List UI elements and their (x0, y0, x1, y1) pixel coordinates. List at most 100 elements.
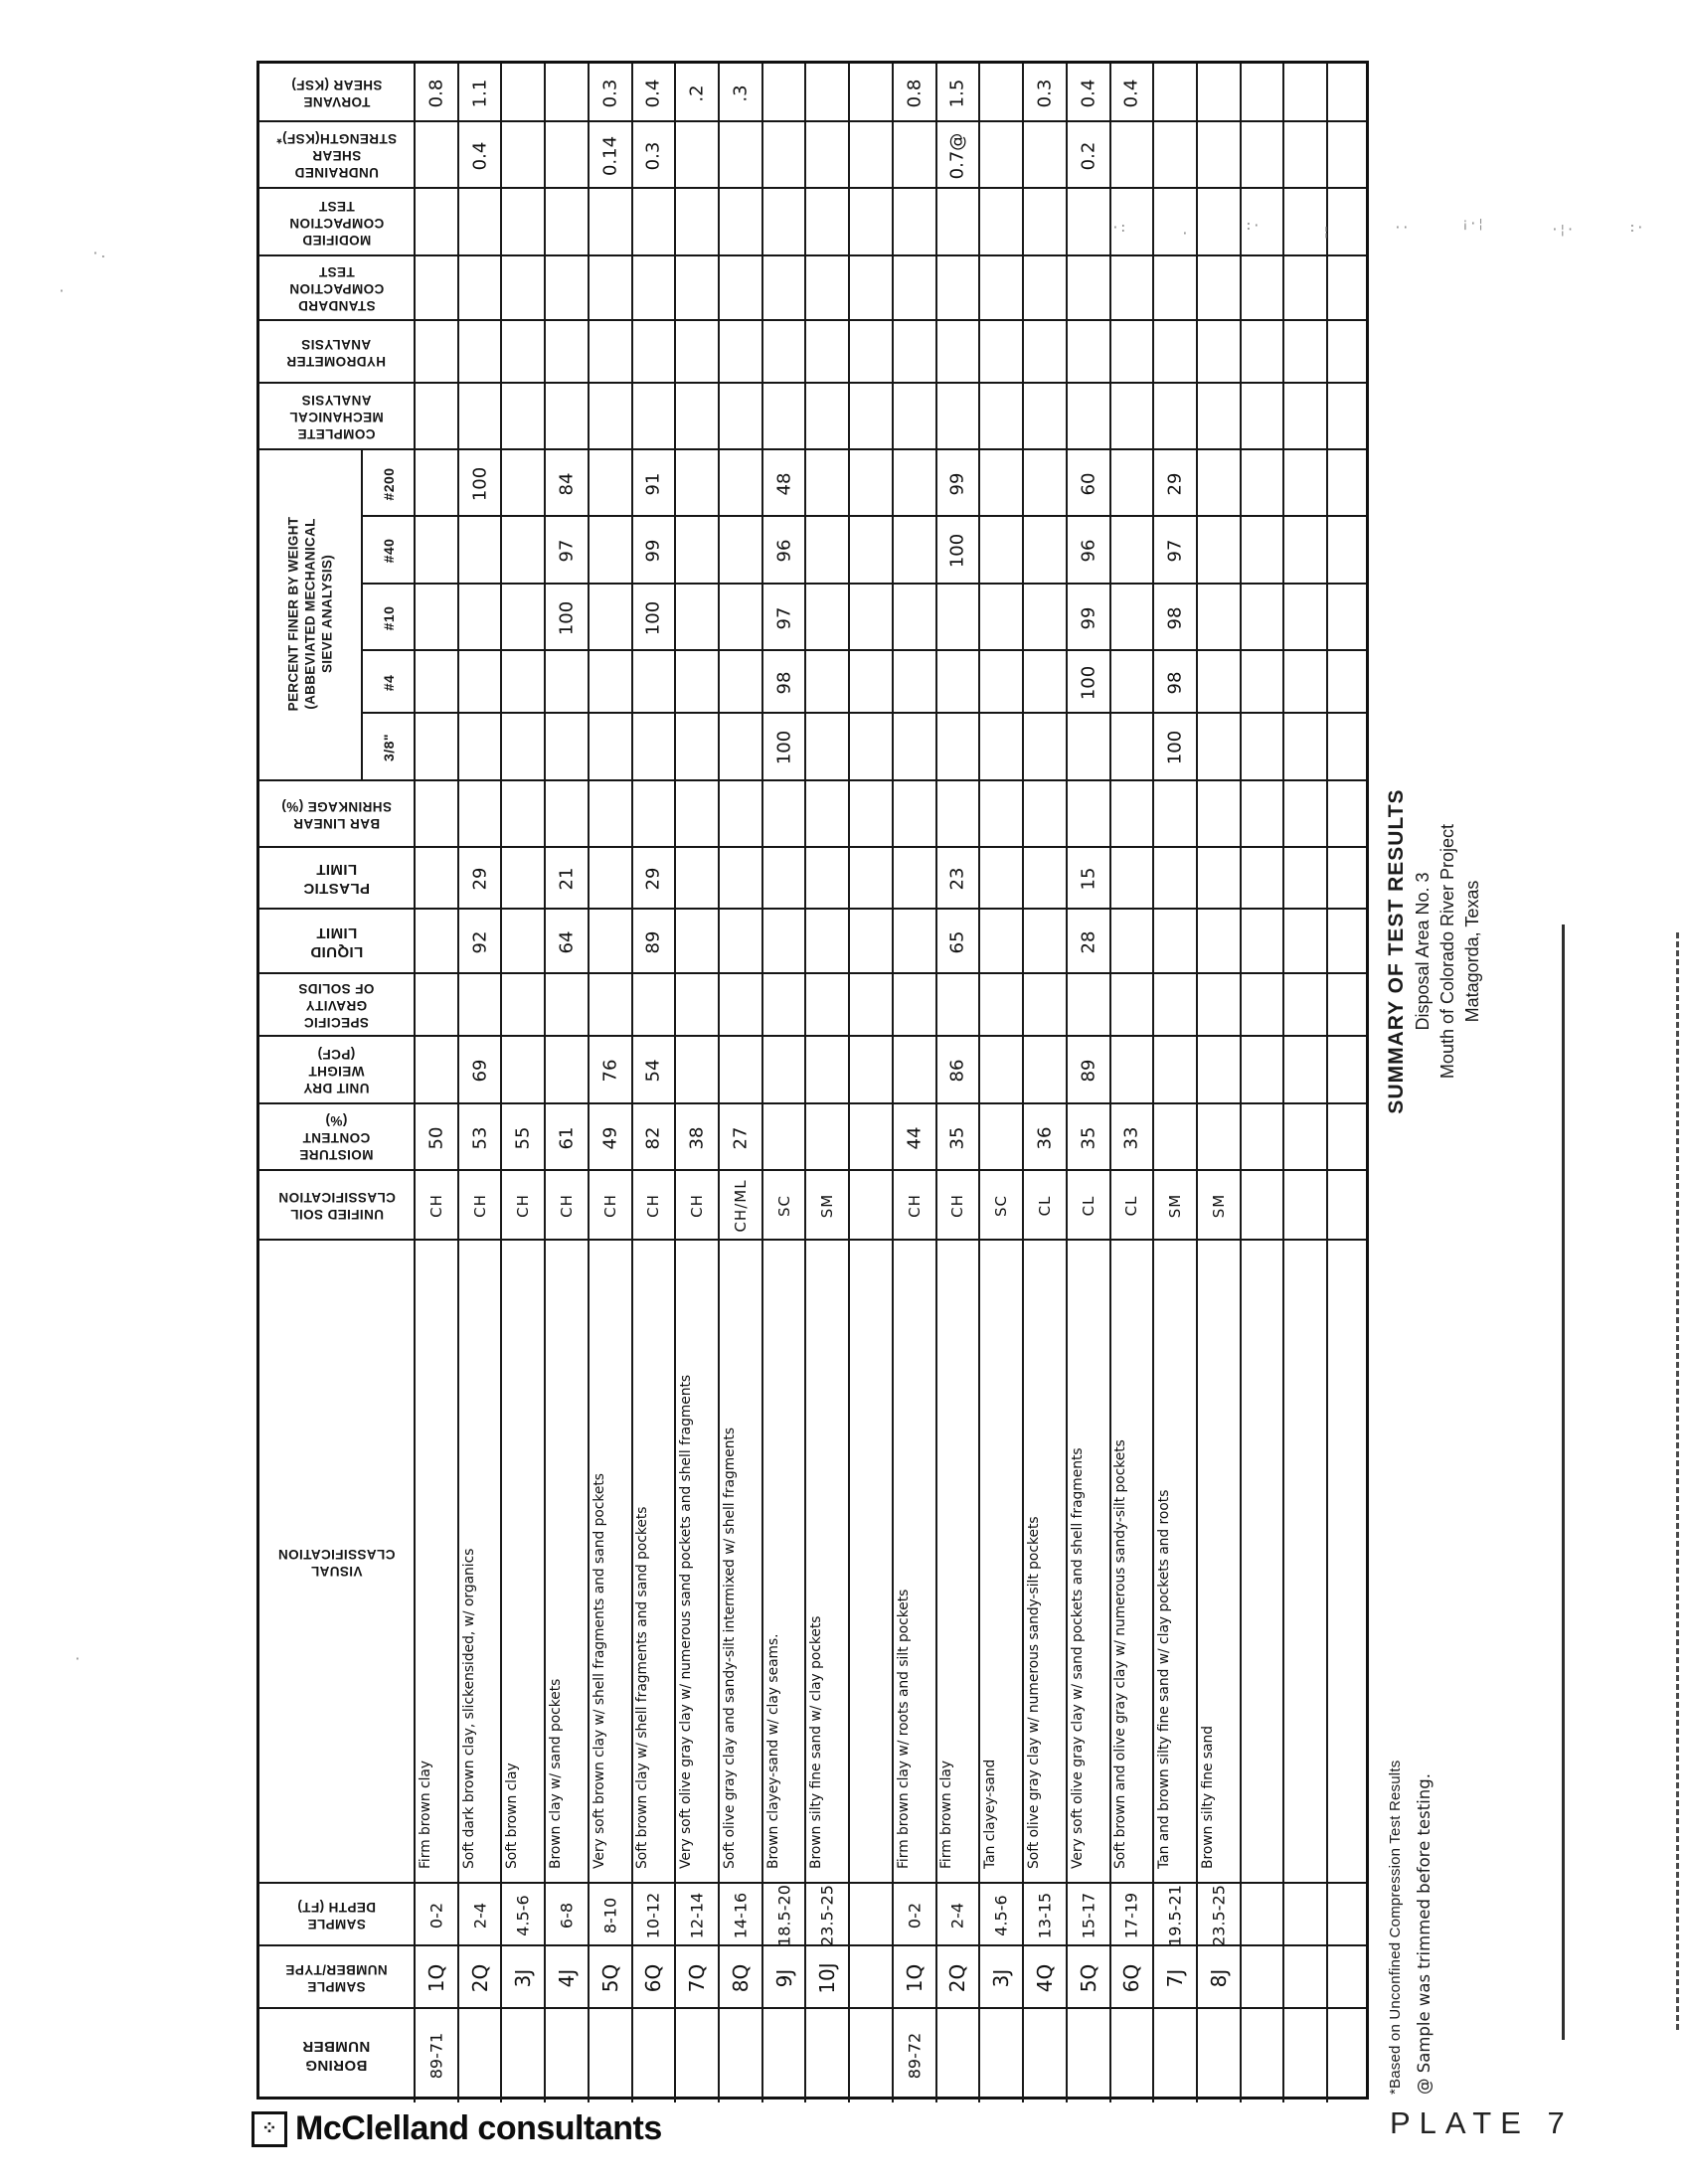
table-cell: 10-12 (633, 1884, 677, 1946)
table-cell: 65 (937, 910, 981, 974)
table-cell: 36 (1024, 1104, 1068, 1171)
sample-value: 1Q (902, 1963, 927, 1992)
sieve-label-p38: 3/8" (380, 733, 397, 762)
table-cell (1111, 910, 1155, 974)
sample-value: 1Q (423, 1963, 448, 1992)
table-cell: 0.14 (590, 122, 633, 189)
table-row-p38: 3/8" 100 100 (259, 712, 1366, 781)
row-header-torvane: TORVANE SHEAR (KSF) (259, 64, 416, 122)
table-cell (720, 585, 763, 651)
table-cell: SM (1198, 1171, 1242, 1241)
table-cell (894, 781, 937, 848)
table-cell (416, 585, 459, 651)
table-cell: CL (1068, 1171, 1111, 1241)
table-cell (720, 384, 763, 450)
table-cell: 96 (763, 517, 807, 585)
visual-value: Soft olive gray clay w/ numerous sandy-s… (1025, 1515, 1042, 1869)
table-cell (546, 384, 590, 450)
table-cell (763, 189, 807, 256)
table-cell (806, 384, 851, 450)
table-cell (1198, 384, 1242, 450)
table-cell (1284, 321, 1329, 384)
table-cell (502, 122, 547, 189)
scan-noise: ·. (91, 247, 107, 261)
table-cell: Brown silty fine sand w/ clay pockets (806, 1241, 851, 1884)
table-cell: 15-17 (1068, 1884, 1111, 1946)
table-cell (590, 974, 633, 1037)
table-cell (1111, 1037, 1155, 1104)
table-cell: CH (676, 1171, 721, 1241)
table-cell: 0-2 (416, 1884, 459, 1946)
table-cell: 10J (806, 1946, 851, 2009)
table-cell: 98 (1154, 651, 1198, 714)
table-cell (806, 256, 851, 321)
p10-value: 99 (1078, 606, 1099, 629)
table-cell (1328, 1241, 1372, 1884)
torvane-value: 0.4 (1120, 79, 1142, 107)
table-cell (763, 256, 807, 321)
table-cell (850, 450, 894, 517)
table-cell (590, 910, 633, 974)
table-cell (633, 974, 677, 1037)
table-cell (502, 585, 547, 651)
depth-value: 2-4 (470, 1902, 490, 1929)
table-cell (806, 2009, 851, 2102)
plastic_limit-value: 15 (1078, 867, 1099, 891)
sample-value: 2Q (945, 1963, 970, 1992)
table-cell (850, 1104, 894, 1171)
table-cell: SM (1154, 1171, 1198, 1241)
table-cell (1068, 189, 1111, 256)
row-header-moisture: MOISTURE CONTENT (%) (259, 1104, 416, 1171)
p10-value: 100 (556, 600, 578, 635)
moisture-value: 36 (1034, 1126, 1056, 1149)
p40-value: 97 (1164, 539, 1186, 563)
row-label-moisture: MOISTURE CONTENT (%) (299, 1113, 374, 1162)
table-cell: 23.5-25 (1198, 1884, 1242, 1946)
table-cell: Firm brown clay (937, 1241, 981, 1884)
boring-value: 89-72 (905, 2032, 925, 2080)
row-header-sample: SAMPLE NUMBER/TYPE (259, 1946, 416, 2009)
table-cell: CH (894, 1171, 937, 1241)
table-cell: 100 (1154, 714, 1198, 781)
table-cell (1284, 1171, 1329, 1241)
table-cell: 5Q (1068, 1946, 1111, 2009)
table-cell: Soft olive gray clay w/ numerous sandy-s… (1024, 1241, 1068, 1884)
table-cell: 89 (633, 910, 677, 974)
table-cell (763, 2009, 807, 2102)
row-label-specific_gravity: SPECIFIC GRAVITY OF SOLIDS (298, 981, 375, 1030)
table-row-depth: SAMPLE DEPTH (FT) 0-2 2-4 4.5-6 6-8 8-10 10-12 1… (259, 1882, 1366, 1946)
table-cell (980, 2009, 1025, 2102)
table-cell (850, 1037, 894, 1104)
table-cell: 8J (1198, 1946, 1242, 2009)
unified-value: SC (992, 1195, 1011, 1217)
sample-value: 2Q (467, 1963, 492, 1992)
table-cell: Tan and brown silty fine sand w/ clay po… (1154, 1241, 1198, 1884)
table-cell (1068, 384, 1111, 450)
unified-value: SM (1209, 1193, 1228, 1219)
torvane-value: .2 (686, 84, 708, 102)
table-cell (980, 450, 1025, 517)
table-cell (937, 974, 981, 1037)
table-cell (676, 781, 721, 848)
table-cell (1328, 1104, 1372, 1171)
row-label-liquid_limit: LIQUID LIMIT (309, 924, 364, 960)
table-cell: 96 (1068, 517, 1111, 585)
torvane-value: 0.4 (1078, 79, 1099, 107)
table-cell (1198, 910, 1242, 974)
unified-value: CH/ML (731, 1179, 750, 1233)
table-cell: 29 (459, 848, 503, 910)
table-cell (1328, 974, 1372, 1037)
table-cell: 98 (763, 651, 807, 714)
sample-value: 3J (511, 1968, 536, 1987)
table-cell: 17-19 (1111, 1884, 1155, 1946)
table-cell (1111, 256, 1155, 321)
row-label-depth: SAMPLE DEPTH (FT) (297, 1899, 376, 1932)
row-label-boring: BORING NUMBER (302, 2038, 371, 2074)
table-cell (459, 974, 503, 1037)
table-cell (1242, 321, 1285, 384)
table-cell (894, 974, 937, 1037)
table-cell (1068, 781, 1111, 848)
table-cell (806, 714, 851, 781)
table-cell (1024, 2009, 1068, 2102)
depth-value: 6-8 (557, 1902, 577, 1929)
